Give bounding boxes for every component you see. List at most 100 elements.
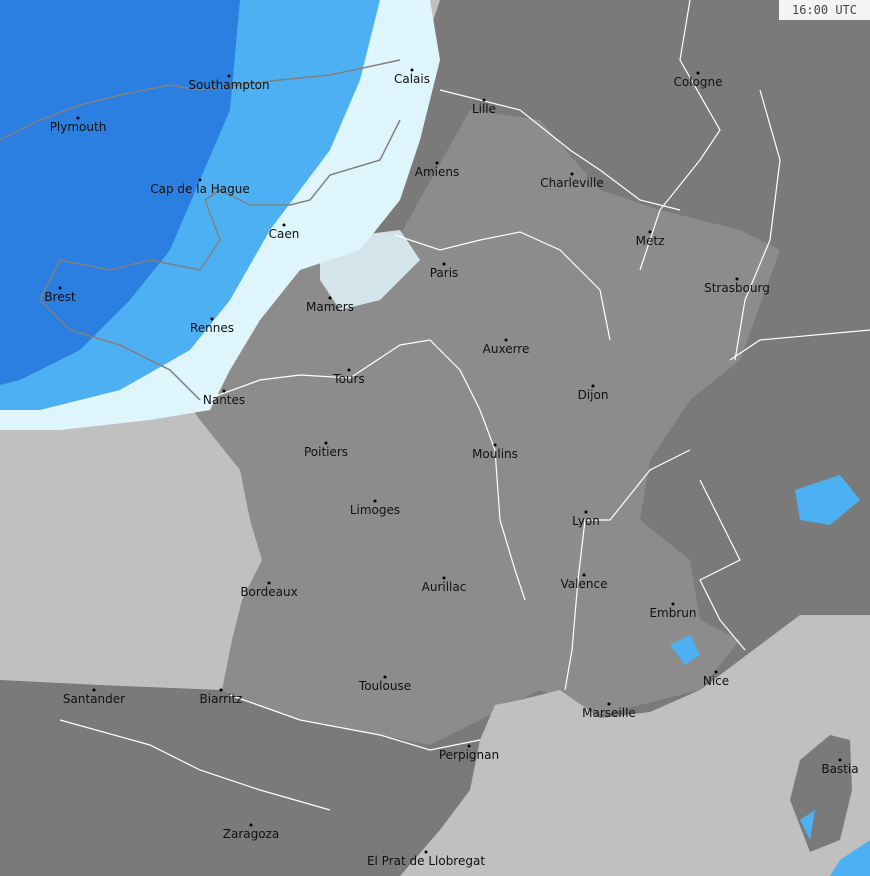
city-dot-icon — [373, 499, 377, 503]
city-dot-icon — [696, 71, 700, 75]
city-dot-icon — [648, 230, 652, 234]
city-label: Lyon — [572, 514, 600, 528]
city-dot-icon — [210, 317, 214, 321]
city-label: El Prat de Llobregat — [367, 854, 485, 868]
city-dot-icon — [493, 443, 497, 447]
city-label: Biarritz — [200, 692, 243, 706]
city-dot-icon — [582, 573, 586, 577]
city-dot-icon — [424, 850, 428, 854]
city-el-prat-de-llobregat: El Prat de Llobregat — [367, 850, 485, 868]
city-dot-icon — [467, 744, 471, 748]
city-santander: Santander — [63, 688, 125, 706]
city-label: Nice — [703, 674, 729, 688]
city-dot-icon — [219, 688, 223, 692]
river-rhone — [564, 449, 691, 691]
city-aurillac: Aurillac — [422, 576, 466, 594]
radar-provence — [670, 635, 700, 665]
city-southampton: Southampton — [188, 74, 270, 92]
city-dot-icon — [482, 98, 486, 102]
city-mamers: Mamers — [306, 296, 354, 314]
city-label: Cologne — [673, 75, 722, 89]
city-plymouth: Plymouth — [50, 116, 107, 134]
city-dot-icon — [442, 576, 446, 580]
border-italy — [699, 479, 746, 651]
city-label: Mamers — [306, 300, 354, 314]
city-dot-icon — [591, 384, 595, 388]
city-nantes: Nantes — [203, 389, 245, 407]
city-dot-icon — [383, 675, 387, 679]
city-label: Valence — [561, 577, 608, 591]
city-dot-icon — [324, 441, 328, 445]
city-label: Tours — [332, 372, 364, 386]
city-label: Marseille — [582, 706, 636, 720]
city-dot-icon — [328, 296, 332, 300]
city-dot-icon — [584, 510, 588, 514]
city-toulouse: Toulouse — [358, 675, 411, 693]
city-dot-icon — [735, 277, 739, 281]
city-dot-icon — [249, 823, 253, 827]
city-moulins: Moulins — [472, 443, 518, 461]
city-tours: Tours — [332, 368, 365, 386]
city-limoges: Limoges — [350, 499, 400, 517]
city-paris: Paris — [430, 262, 459, 280]
city-poitiers: Poitiers — [304, 441, 348, 459]
city-label: Santander — [63, 692, 125, 706]
city-dot-icon — [838, 758, 842, 762]
city-label: Moulins — [472, 447, 518, 461]
city-label: Perpignan — [439, 748, 499, 762]
city-cologne: Cologne — [673, 71, 723, 89]
river-seine — [394, 231, 611, 341]
city-brest: Brest — [44, 286, 76, 304]
city-label: Poitiers — [304, 445, 348, 459]
city-dot-icon — [76, 116, 80, 120]
city-label: Dijon — [578, 388, 609, 402]
city-label: Cap de la Hague — [150, 182, 249, 196]
city-dot-icon — [267, 581, 271, 585]
city-markers: Southampton Calais Lille Cologne Plymouth Ami… — [44, 68, 859, 868]
city-label: Bordeaux — [240, 585, 297, 599]
city-label: Calais — [394, 72, 430, 86]
city-dot-icon — [347, 368, 351, 372]
city-label: Paris — [430, 266, 459, 280]
city-label: Lille — [472, 102, 496, 116]
city-dot-icon — [671, 602, 675, 606]
city-label: Southampton — [188, 78, 269, 92]
river-loire — [204, 339, 526, 601]
city-label: Amiens — [415, 165, 459, 179]
city-bordeaux: Bordeaux — [240, 581, 298, 599]
city-label: Metz — [636, 234, 665, 248]
city-label: Rennes — [190, 321, 234, 335]
city-dot-icon — [58, 286, 62, 290]
city-dot-icon — [504, 338, 508, 342]
city-auxerre: Auxerre — [483, 338, 529, 356]
city-label: Charleville — [540, 176, 603, 190]
city-valence: Valence — [561, 573, 608, 591]
border-belgium — [439, 89, 681, 211]
timestamp-label: 16:00 UTC — [779, 0, 870, 20]
city-dot-icon — [282, 223, 286, 227]
city-label: Limoges — [350, 503, 400, 517]
city-rennes: Rennes — [190, 317, 234, 335]
city-label: Caen — [269, 227, 300, 241]
sea-mediterranean — [400, 615, 870, 876]
city-lille: Lille — [472, 98, 496, 116]
city-dot-icon — [442, 262, 446, 266]
city-marseille: Marseille — [582, 702, 636, 720]
border-spain — [229, 694, 481, 751]
city-dot-icon — [92, 688, 96, 692]
city-dot-icon — [714, 670, 718, 674]
city-metz: Metz — [636, 230, 665, 248]
city-amiens: Amiens — [415, 161, 459, 179]
radar-se — [830, 840, 870, 876]
city-dot-icon — [410, 68, 414, 72]
city-dijon: Dijon — [578, 384, 609, 402]
border-switzerland — [729, 329, 870, 361]
border-spain-inner — [59, 719, 331, 811]
city-label: Plymouth — [50, 120, 107, 134]
city-calais: Calais — [394, 68, 430, 86]
city-caen: Caen — [269, 223, 300, 241]
sea-biscay — [0, 380, 262, 690]
rivers-borders — [59, 0, 870, 811]
